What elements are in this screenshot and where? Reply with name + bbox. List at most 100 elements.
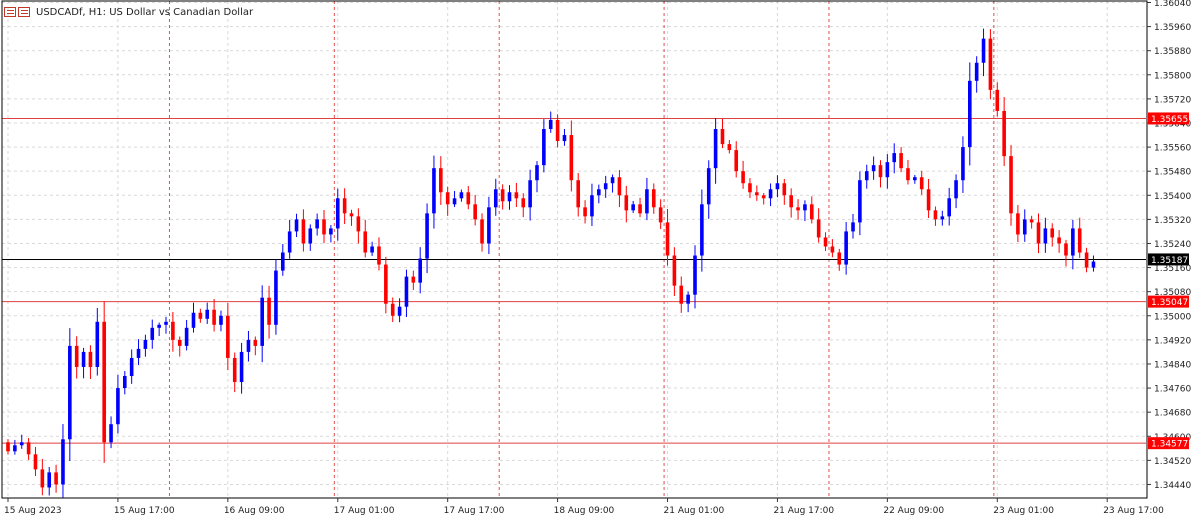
candle-body <box>638 204 642 214</box>
candle-body <box>171 321 175 340</box>
candle-body <box>1064 243 1068 256</box>
candle-body <box>246 339 251 352</box>
price-tick-label: 1.36040 <box>1154 0 1191 9</box>
candle-body <box>933 210 938 220</box>
candle-body <box>679 285 684 304</box>
price-tick-label: 1.35960 <box>1154 23 1191 33</box>
candle-body <box>871 165 876 172</box>
candle-body <box>569 135 574 181</box>
candle-body <box>1071 228 1075 256</box>
plot-border <box>1 0 1148 499</box>
price-tick-label: 1.35320 <box>1154 216 1191 226</box>
candle-body <box>1029 219 1034 223</box>
candle-body <box>899 153 903 169</box>
candle-body <box>947 198 951 217</box>
candle-body <box>624 195 629 211</box>
candle-body <box>226 315 230 358</box>
candle-body <box>136 348 141 358</box>
candle-body <box>356 216 361 232</box>
level-label: 1.35655 <box>1151 115 1188 125</box>
candle-body <box>583 207 587 217</box>
candle-body <box>191 312 196 328</box>
candle-body <box>1084 252 1089 268</box>
time-tick-label: 18 Aug 09:00 <box>554 506 615 516</box>
candle-body <box>377 246 381 265</box>
candle-body <box>184 327 189 346</box>
price-tick-label: 1.34920 <box>1154 336 1191 346</box>
candle-body <box>308 228 313 244</box>
candle-body <box>617 177 622 196</box>
candle-body <box>274 270 278 325</box>
candle-body <box>480 219 484 244</box>
candle-body <box>81 351 86 367</box>
time-tick-label: 17 Aug 01:00 <box>334 506 395 516</box>
candle-body <box>734 150 739 172</box>
time-tick-label: 16 Aug 09:00 <box>224 506 285 516</box>
candle-body <box>768 189 773 199</box>
candle-body <box>830 246 835 253</box>
candle-body <box>878 165 883 178</box>
candle-body <box>459 192 464 199</box>
candle-body <box>706 168 711 205</box>
candle-body <box>906 168 910 181</box>
current-price-label: 1.35187 <box>1151 256 1188 266</box>
candle-body <box>864 171 869 181</box>
candle-body <box>954 180 958 199</box>
candle-body <box>212 309 216 325</box>
candle-body <box>686 294 690 304</box>
time-tick-label: 21 Aug 17:00 <box>773 506 834 516</box>
candle-body <box>466 192 471 205</box>
price-tick-label: 1.35880 <box>1154 47 1191 57</box>
candle-body <box>919 177 924 190</box>
chart-header: USDCADf, H1: US Dollar vs Canadian Dolla… <box>4 4 253 20</box>
candle-body <box>651 189 656 208</box>
time-axis[interactable]: 15 Aug 2023 15 Aug 17:00 16 Aug 09:00 17 Au… <box>4 498 1164 516</box>
candle-body <box>995 89 1000 111</box>
candle-body <box>755 192 759 196</box>
candle-body <box>473 204 477 220</box>
level-label: 1.35047 <box>1151 298 1188 308</box>
candle-body <box>940 216 945 220</box>
candle-body <box>528 180 532 208</box>
time-tick-label: 23 Aug 01:00 <box>993 506 1054 516</box>
candle-body <box>631 204 635 211</box>
candle-body <box>19 442 24 446</box>
price-tick-label: 1.35400 <box>1154 192 1191 202</box>
candle-body <box>590 195 594 217</box>
candle-body <box>1091 261 1096 268</box>
time-tick-label: 15 Aug 17:00 <box>114 506 175 516</box>
candle-body <box>493 189 498 208</box>
candle-body <box>1022 219 1027 235</box>
chart-title: USDCADf, H1: US Dollar vs Canadian Dolla… <box>36 6 254 18</box>
candle-body <box>342 198 347 214</box>
candle-body <box>741 171 745 184</box>
candle-body <box>700 204 704 256</box>
time-tick-label: 15 Aug 2023 <box>4 506 62 516</box>
candle-body <box>1009 156 1013 214</box>
price-tick-label: 1.35640 <box>1154 119 1191 129</box>
candle-body <box>322 219 326 235</box>
candle-body <box>40 469 45 488</box>
candle-body <box>411 276 416 283</box>
candle-body <box>789 195 793 208</box>
candle-body <box>837 252 842 265</box>
candle-body <box>102 321 106 443</box>
candle-body <box>913 177 917 181</box>
price-axis[interactable]: 1.36040 1.35960 1.35880 1.35800 1.35720 1.356… <box>1147 0 1191 491</box>
candle-body <box>253 339 258 346</box>
candle-body <box>926 189 931 211</box>
price-tick-label: 1.34520 <box>1154 457 1191 467</box>
price-tick-label: 1.35240 <box>1154 240 1191 250</box>
price-tick-label: 1.35160 <box>1154 264 1191 274</box>
candle-body <box>858 180 862 223</box>
candle-body <box>281 252 285 271</box>
candle-body <box>432 168 436 214</box>
candle-body <box>157 324 161 328</box>
candle-body <box>390 303 395 316</box>
candle-body <box>1077 228 1082 253</box>
candle-body <box>693 255 697 295</box>
candle-body <box>507 192 512 202</box>
candle-body <box>335 198 340 229</box>
